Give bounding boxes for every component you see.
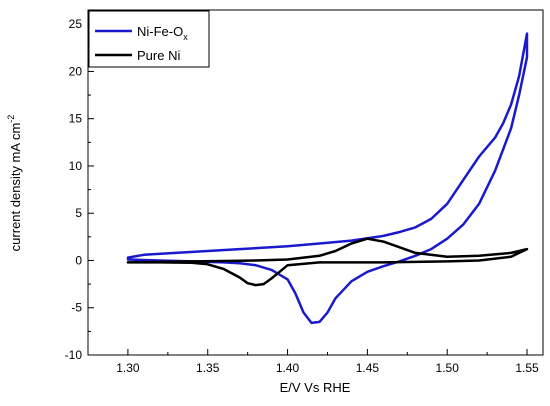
y-tick-label: 15: [69, 112, 83, 126]
legend-label-ni-fe-o: Ni-Fe-Ox: [137, 24, 188, 42]
y-tick-label: 5: [75, 206, 82, 220]
y-tick-label: 0: [75, 253, 82, 267]
y-axis-title: current density mA cm-2: [6, 115, 23, 252]
x-axis-ticks: 1.30 1.35 1.40 1.45 1.50 1.55: [116, 349, 539, 375]
legend-label-pure-ni: Pure Ni: [137, 48, 180, 63]
x-tick-label: 1.35: [196, 361, 220, 375]
x-tick-label: 1.45: [356, 361, 380, 375]
x-tick-label: 1.55: [515, 361, 539, 375]
legend-label-ni-fe-o-subscript: x: [183, 32, 188, 42]
legend-label-ni-fe-o-main: Ni-Fe-O: [137, 24, 183, 39]
y-axis-title-main: current density mA cm: [8, 123, 23, 252]
legend: Ni-Fe-Ox Pure Ni: [88, 10, 210, 68]
x-axis-title: E/V Vs RHE: [280, 380, 351, 395]
series-layer: [126, 32, 529, 325]
y-tick-label: -5: [71, 301, 82, 315]
x-tick-label: 1.40: [276, 361, 300, 375]
y-tick-label: 10: [69, 159, 83, 173]
x-tick-label: 1.30: [116, 361, 140, 375]
series-line-pure-ni: [126, 237, 529, 287]
legend-box: [88, 10, 210, 68]
y-axis-title-superscript: -2: [6, 115, 16, 123]
series-line-ni-fe-o: [126, 32, 529, 325]
x-tick-label: 1.50: [436, 361, 460, 375]
y-tick-label: -10: [65, 348, 83, 362]
y-tick-label: 25: [69, 17, 83, 31]
y-tick-label: 20: [69, 64, 83, 78]
y-axis-ticks: -10 -5 0 5 10 15 20 25: [65, 17, 94, 362]
plot-frame: [87, 9, 544, 356]
